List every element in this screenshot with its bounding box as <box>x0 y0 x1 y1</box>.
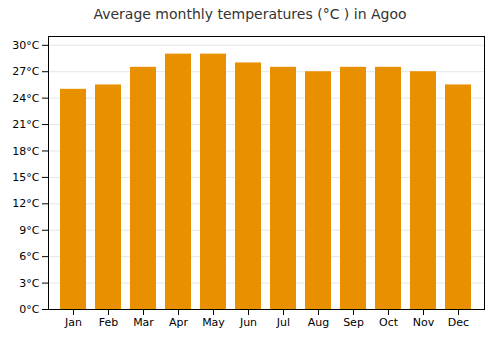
svg-text:Apr: Apr <box>169 316 189 329</box>
svg-text:Mar: Mar <box>133 316 154 329</box>
svg-text:27°C: 27°C <box>12 65 39 78</box>
svg-text:Jul: Jul <box>276 316 290 329</box>
svg-text:Aug: Aug <box>308 316 329 329</box>
svg-text:12°C: 12°C <box>12 197 39 210</box>
svg-text:0°C: 0°C <box>19 303 39 316</box>
svg-text:May: May <box>202 316 225 329</box>
svg-text:18°C: 18°C <box>12 145 39 158</box>
svg-text:Jan: Jan <box>64 316 82 329</box>
svg-text:Sep: Sep <box>343 316 364 329</box>
svg-text:Jun: Jun <box>239 316 257 329</box>
svg-text:Feb: Feb <box>99 316 118 329</box>
svg-text:21°C: 21°C <box>12 118 39 131</box>
svg-text:6°C: 6°C <box>19 250 39 263</box>
svg-text:Dec: Dec <box>448 316 469 329</box>
svg-text:15°C: 15°C <box>12 171 39 184</box>
svg-text:30°C: 30°C <box>12 39 39 52</box>
svg-text:Oct: Oct <box>379 316 399 329</box>
svg-text:Nov: Nov <box>413 316 435 329</box>
svg-text:3°C: 3°C <box>19 277 39 290</box>
svg-text:9°C: 9°C <box>19 224 39 237</box>
html-text:Average monthly temperatures (: Average monthly temperatures (°C ) in Ag… <box>93 6 407 22</box>
svg-text:24°C: 24°C <box>12 92 39 105</box>
